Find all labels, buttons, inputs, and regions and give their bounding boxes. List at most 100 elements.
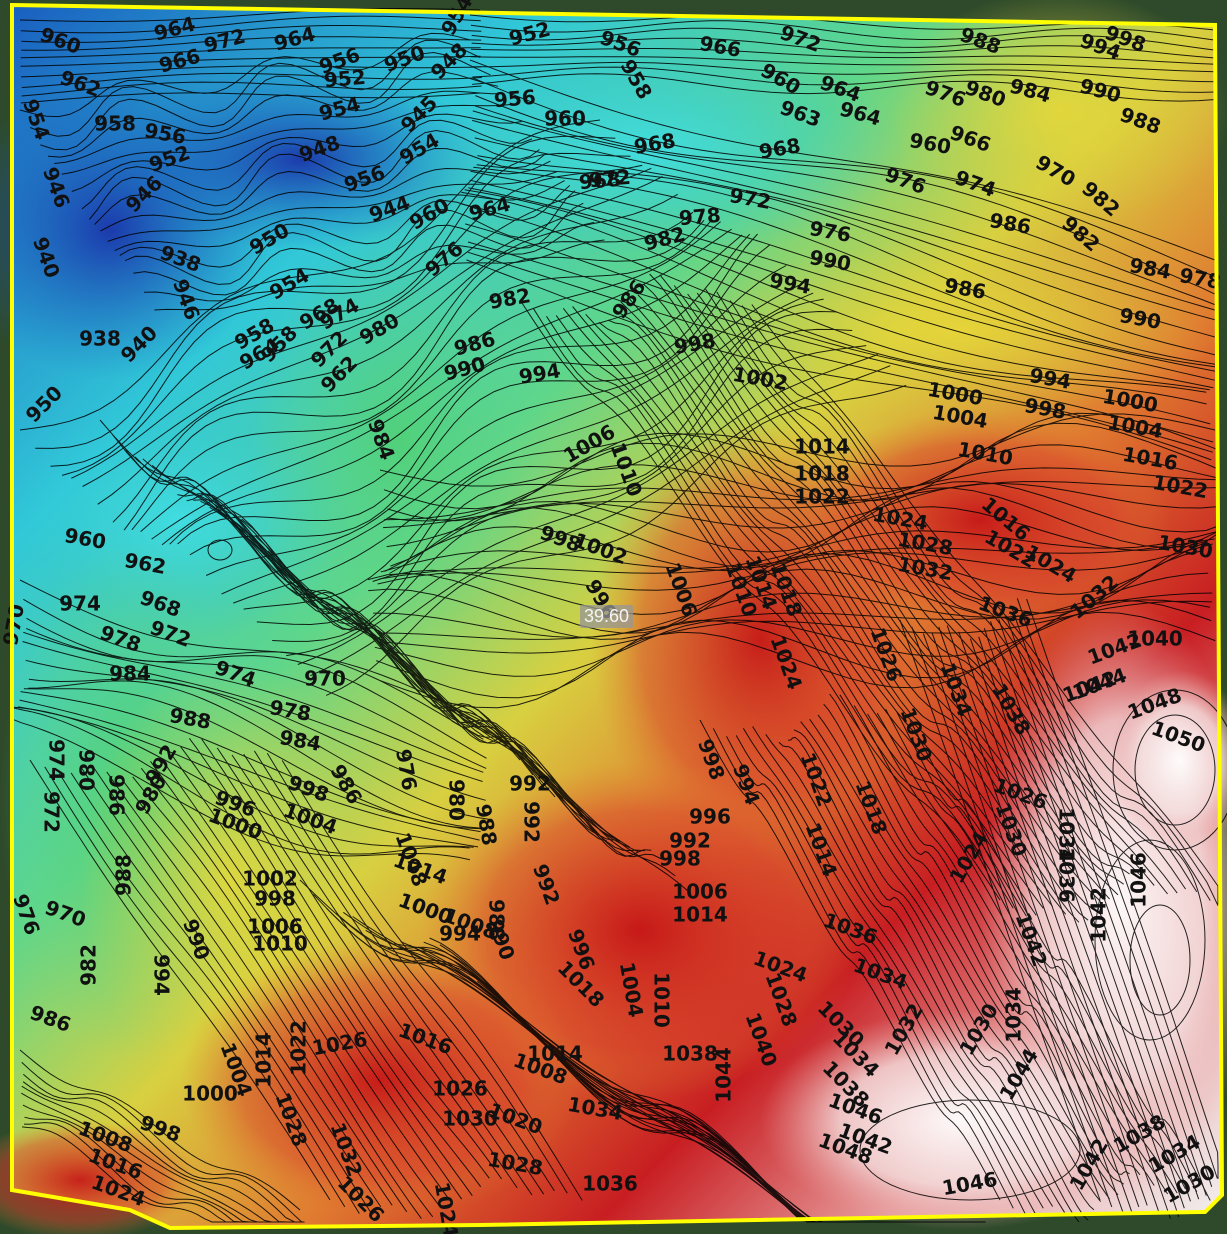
contour-line — [909, 720, 1211, 1201]
contour-line — [142, 458, 564, 800]
contour-line — [19, 579, 481, 721]
contour-line — [70, 772, 372, 1214]
contour-line — [26, 617, 487, 759]
contour-line — [19, 119, 601, 431]
contour-line — [1011, 606, 1213, 1187]
contour-line — [154, 239, 605, 311]
contour-line — [885, 708, 1187, 1190]
contour-line — [696, 292, 1178, 894]
contour-elevation-label: 996 — [689, 805, 731, 829]
contour-elevation-label: 998 — [254, 887, 296, 911]
contour-line — [470, 56, 1216, 73]
contour-line — [124, 190, 576, 285]
contour-elevation-label: 1022 — [794, 485, 850, 509]
contour-line — [476, 164, 1219, 366]
contour-line — [164, 479, 586, 821]
contour-line — [281, 760, 583, 1201]
contour-line — [372, 541, 1208, 615]
contour-elevation-label: 972 — [40, 791, 64, 833]
contour-line — [144, 221, 595, 302]
contour-line — [384, 506, 1219, 572]
contour-line — [1005, 615, 1207, 1196]
contour-line — [475, 95, 1219, 297]
contour-line — [119, 185, 571, 268]
contour-line — [729, 300, 1211, 901]
contour-line — [471, 37, 1217, 59]
contour-line — [231, 754, 533, 1196]
contour-line — [19, 699, 480, 841]
contour-elevation-label: 960 — [544, 107, 586, 131]
contour-line — [22, 1073, 304, 1223]
contour-line — [81, 119, 533, 210]
contour-line — [150, 761, 451, 1202]
contour-line — [25, 659, 486, 801]
contour-elevation-label: 980 — [445, 779, 469, 821]
contour-elevation-label: 1000 — [182, 1082, 238, 1106]
contour-line — [765, 734, 1067, 1215]
contour-elevation-label: 1006 — [672, 880, 728, 904]
contour-line — [21, 1092, 302, 1223]
contour-loop — [207, 539, 233, 561]
contour-line — [741, 305, 1219, 906]
survey-boundary — [10, 2, 1225, 1231]
contour-line — [377, 543, 1213, 591]
contour-line — [389, 487, 1219, 574]
contour-line — [123, 219, 705, 531]
contour-line — [752, 726, 1054, 1207]
contour-line — [643, 283, 1124, 885]
contour-line — [100, 160, 551, 232]
contour-line — [82, 176, 663, 487]
contour-line — [572, 306, 1053, 907]
contour-line — [466, 259, 1212, 461]
contour-line — [19, 7, 481, 23]
contour-lines — [13, 7, 1227, 1223]
contour-line — [911, 626, 1113, 1208]
contour-line — [171, 755, 473, 1196]
contour-line — [325, 384, 907, 696]
contour-line — [469, 59, 1216, 261]
contour-loop — [1129, 904, 1191, 1016]
contour-line — [169, 233, 751, 545]
contour-elevation-label: 1034 — [1055, 807, 1079, 863]
contour-line — [20, 55, 481, 67]
contour-line — [742, 728, 1044, 1209]
contour-line — [91, 765, 393, 1206]
contour-elevation-label: 1038 — [662, 1042, 718, 1066]
contour-line — [140, 767, 442, 1209]
contour-elevation-label: 982 — [77, 944, 101, 986]
contour-line — [216, 747, 518, 1189]
contour-line — [106, 771, 408, 1213]
contour-line — [266, 753, 568, 1194]
contour-line — [379, 413, 1216, 487]
contour-line — [613, 309, 1095, 911]
contour-line — [899, 619, 1101, 1201]
contour-line — [343, 911, 844, 1223]
contour-line — [62, 164, 643, 476]
contour-elevation-label: 952 — [323, 65, 367, 93]
contour-line — [253, 750, 555, 1192]
contour-elevation-label: 1018 — [794, 462, 850, 486]
contour-line — [519, 299, 1001, 901]
contour-line — [28, 678, 489, 820]
contour-line — [387, 444, 1219, 522]
contour-line — [71, 113, 522, 192]
contour-line — [817, 714, 1119, 1196]
contour-line — [946, 625, 1148, 1206]
contour-elevation-label: 1014 — [794, 435, 850, 459]
contour-line — [44, 766, 346, 1208]
contour-line — [21, 1061, 303, 1223]
contour-line — [26, 627, 487, 769]
contour-line — [21, 36, 482, 51]
contour-line — [620, 301, 1101, 902]
contour-line — [958, 631, 1160, 1213]
contour-line — [21, 1085, 302, 1223]
contour-line — [998, 619, 1200, 1200]
contour-elevation-label: 1044 — [712, 1047, 736, 1103]
contour-line — [22, 641, 483, 782]
contour-line — [382, 481, 1219, 529]
contour-elevation-label: 1022 — [287, 1020, 311, 1076]
contour-line — [751, 304, 1219, 905]
contour-line — [380, 530, 1216, 573]
